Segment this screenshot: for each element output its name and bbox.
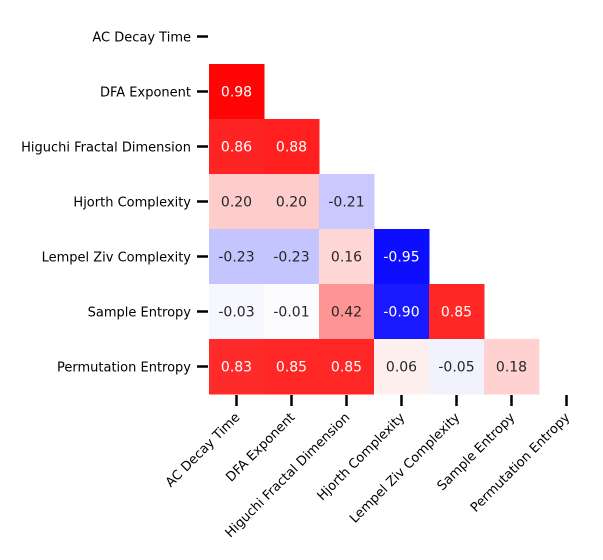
heatmap-cell [374, 339, 430, 395]
cell-value-label: 0.16 [331, 250, 362, 266]
cell-value-label: 0.98 [221, 85, 252, 101]
y-tick-label: Lempel Ziv Complexity [42, 251, 192, 266]
heatmap-cell [374, 229, 430, 285]
heatmap-cell [209, 174, 265, 230]
y-tick-label: Sample Entropy [88, 306, 192, 321]
cell-value-label: -0.05 [438, 360, 474, 376]
cell-value-label: 0.85 [276, 360, 307, 376]
cell-value-label: 0.18 [496, 360, 527, 376]
cell-value-label: -0.23 [273, 250, 309, 266]
cell-value-label: 0.88 [276, 140, 307, 156]
cell-value-label: 0.20 [221, 195, 252, 211]
heatmap-cell [264, 174, 320, 230]
y-tick-label: Higuchi Fractal Dimension [21, 141, 191, 156]
heatmap-cell [319, 174, 375, 230]
cell-value-label: -0.90 [383, 305, 419, 321]
cell-value-label: 0.06 [386, 360, 417, 376]
cell-value-label: -0.21 [328, 195, 364, 211]
cell-value-label: 0.20 [276, 195, 307, 211]
heatmap-cell [209, 339, 265, 395]
heatmap-cell [429, 284, 485, 340]
heatmap-cell [209, 284, 265, 340]
heatmap-cell [209, 64, 265, 120]
y-tick-label: Permutation Entropy [57, 361, 191, 376]
x-tick-label: Permutation Entropy [468, 410, 574, 516]
heatmap-cell [319, 339, 375, 395]
cell-value-label: -0.03 [218, 305, 254, 321]
y-tick-label: Hjorth Complexity [73, 196, 191, 211]
heatmap-cell [429, 339, 485, 395]
cell-value-label: 0.86 [221, 140, 252, 156]
heatmap-cell [319, 284, 375, 340]
cell-value-label: 0.85 [331, 360, 362, 376]
x-tick-label: Lempel Ziv Complexity [347, 410, 463, 526]
heatmap-cell [264, 229, 320, 285]
heatmap-cell [319, 229, 375, 285]
heatmap-cell [484, 339, 540, 395]
cell-value-label: 0.83 [221, 360, 252, 376]
heatmap-cell [264, 119, 320, 175]
heatmap-cell [209, 119, 265, 175]
cell-value-label: 0.85 [441, 305, 472, 321]
heatmap-cell [209, 229, 265, 285]
y-tick-label: DFA Exponent [100, 86, 191, 101]
cell-value-label: -0.95 [383, 250, 419, 266]
heatmap-cell [374, 284, 430, 340]
y-tick-label: AC Decay Time [92, 31, 191, 46]
heatmap-cell [264, 339, 320, 395]
heatmap-cell [264, 284, 320, 340]
cell-value-label: -0.23 [218, 250, 254, 266]
cell-value-label: 0.42 [331, 305, 362, 321]
cell-value-label: -0.01 [273, 305, 309, 321]
